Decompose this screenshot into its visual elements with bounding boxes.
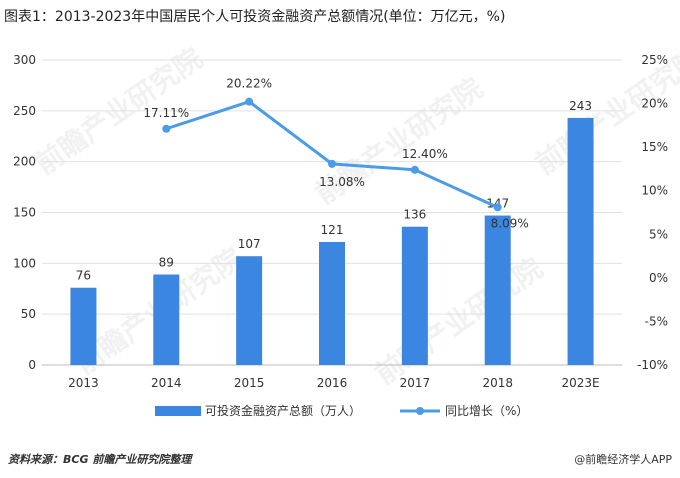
- bars: [70, 117, 594, 365]
- x-tick-label: 2013: [68, 376, 99, 390]
- right-tick-label: 25%: [641, 53, 668, 67]
- left-tick-label: 0: [28, 358, 36, 372]
- line-point: [162, 124, 171, 133]
- bar: [401, 226, 428, 365]
- legend-line-marker: [416, 407, 424, 415]
- right-tick-label: 10%: [641, 184, 668, 198]
- legend: 可投资金融资产总额（万人） 同比增长（%）: [155, 403, 528, 418]
- legend-line-label: 同比增长（%）: [445, 404, 528, 418]
- left-axis-ticks: 0 50 100 150 200 250 300: [13, 53, 36, 372]
- left-tick-label: 300: [13, 53, 36, 67]
- bar: [567, 117, 594, 365]
- bar: [236, 256, 263, 365]
- line-value-label: 12.40%: [402, 147, 448, 161]
- bar: [484, 215, 511, 365]
- legend-bar-swatch: [155, 406, 201, 416]
- right-tick-label: -10%: [637, 358, 668, 372]
- chart-title: 图表1：2013-2023年中国居民个人可投资金融资产总额情况(单位：万亿元，%…: [4, 9, 506, 25]
- bar-value-label: 243: [569, 99, 592, 113]
- line-value-label: 17.11%: [143, 106, 189, 120]
- right-tick-label: 15%: [641, 140, 668, 154]
- left-tick-label: 250: [13, 104, 36, 118]
- line-point: [328, 159, 336, 168]
- x-tick-label: 2018: [482, 376, 513, 390]
- bar-value-label: 121: [321, 223, 344, 237]
- left-tick-label: 150: [13, 206, 36, 220]
- brand-credit: @前瞻经济学人APP: [574, 453, 672, 466]
- bar-value-label: 107: [238, 237, 261, 251]
- line-point: [410, 165, 419, 174]
- line-point: [245, 97, 254, 106]
- x-tick-label: 2014: [151, 376, 182, 390]
- right-tick-label: 5%: [649, 227, 668, 241]
- bar-value-label: 89: [159, 256, 174, 270]
- growth-line: [162, 97, 502, 212]
- right-axis-ticks: -10% -5% 0% 5% 10% 15% 20% 25%: [637, 53, 668, 372]
- bar: [70, 287, 97, 365]
- bar-value-label: 76: [76, 269, 91, 283]
- bar: [319, 241, 345, 365]
- right-tick-label: 0%: [649, 271, 668, 285]
- line-point: [493, 203, 502, 212]
- left-tick-label: 100: [13, 256, 36, 270]
- left-tick-label: 200: [13, 155, 36, 169]
- line-value-label: 13.08%: [319, 175, 365, 189]
- line-value-label: 20.22%: [226, 77, 272, 91]
- source-note: 资料来源：BCG 前瞻产业研究院整理: [8, 453, 192, 466]
- bar: [153, 274, 180, 365]
- bar-value-label: 136: [403, 208, 426, 222]
- line-value-label: 8.09%: [491, 216, 529, 230]
- left-tick-label: 50: [21, 307, 36, 321]
- x-tick-label: 2023E: [562, 376, 600, 390]
- growth-polyline: [165, 99, 499, 209]
- x-tick-label: 2016: [317, 376, 348, 390]
- legend-bar-label: 可投资金融资产总额（万人）: [205, 403, 361, 418]
- line-labels: 17.11% 20.22% 13.08% 12.40% 8.09%: [143, 77, 528, 231]
- x-tick-label: 2017: [400, 376, 431, 390]
- right-tick-label: 20%: [641, 97, 668, 111]
- x-tick-label: 2015: [234, 376, 265, 390]
- right-tick-label: -5%: [645, 314, 668, 328]
- x-axis-labels: 2013 2014 2015 2016 2017 2018 2023E: [68, 376, 599, 390]
